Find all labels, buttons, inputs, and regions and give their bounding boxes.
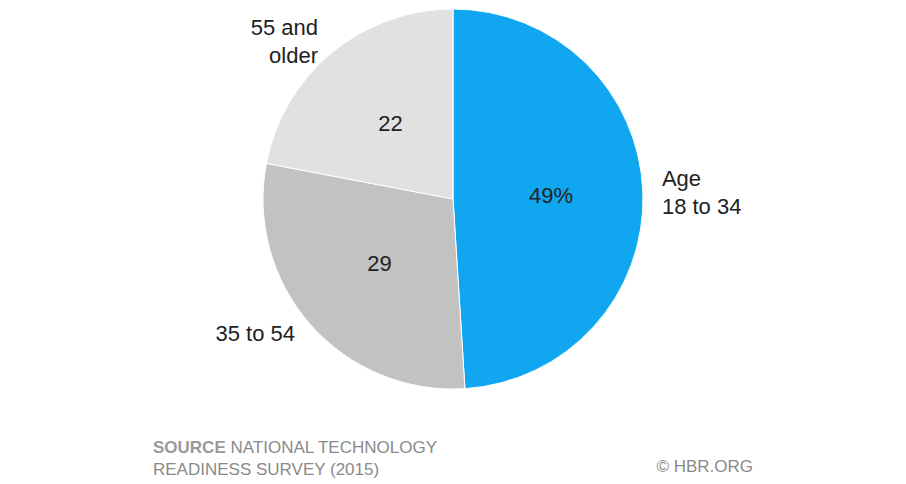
svg-text:NATIONAL TECHNOLOGY: NATIONAL TECHNOLOGY [226,438,437,457]
svg-text:18 to 34: 18 to 34 [662,194,742,219]
svg-text:SOURCE: SOURCE [153,438,226,457]
svg-text:Age: Age [662,166,701,191]
svg-text:29: 29 [367,251,391,276]
svg-text:READINESS SURVEY (2015): READINESS SURVEY (2015) [153,460,379,479]
svg-text:35 to 54: 35 to 54 [215,321,295,346]
svg-text:55 and: 55 and [251,15,318,40]
svg-text:22: 22 [378,111,402,136]
svg-text:© HBR.ORG: © HBR.ORG [656,457,753,476]
svg-text:49%: 49% [529,183,573,208]
svg-text:older: older [269,43,318,68]
